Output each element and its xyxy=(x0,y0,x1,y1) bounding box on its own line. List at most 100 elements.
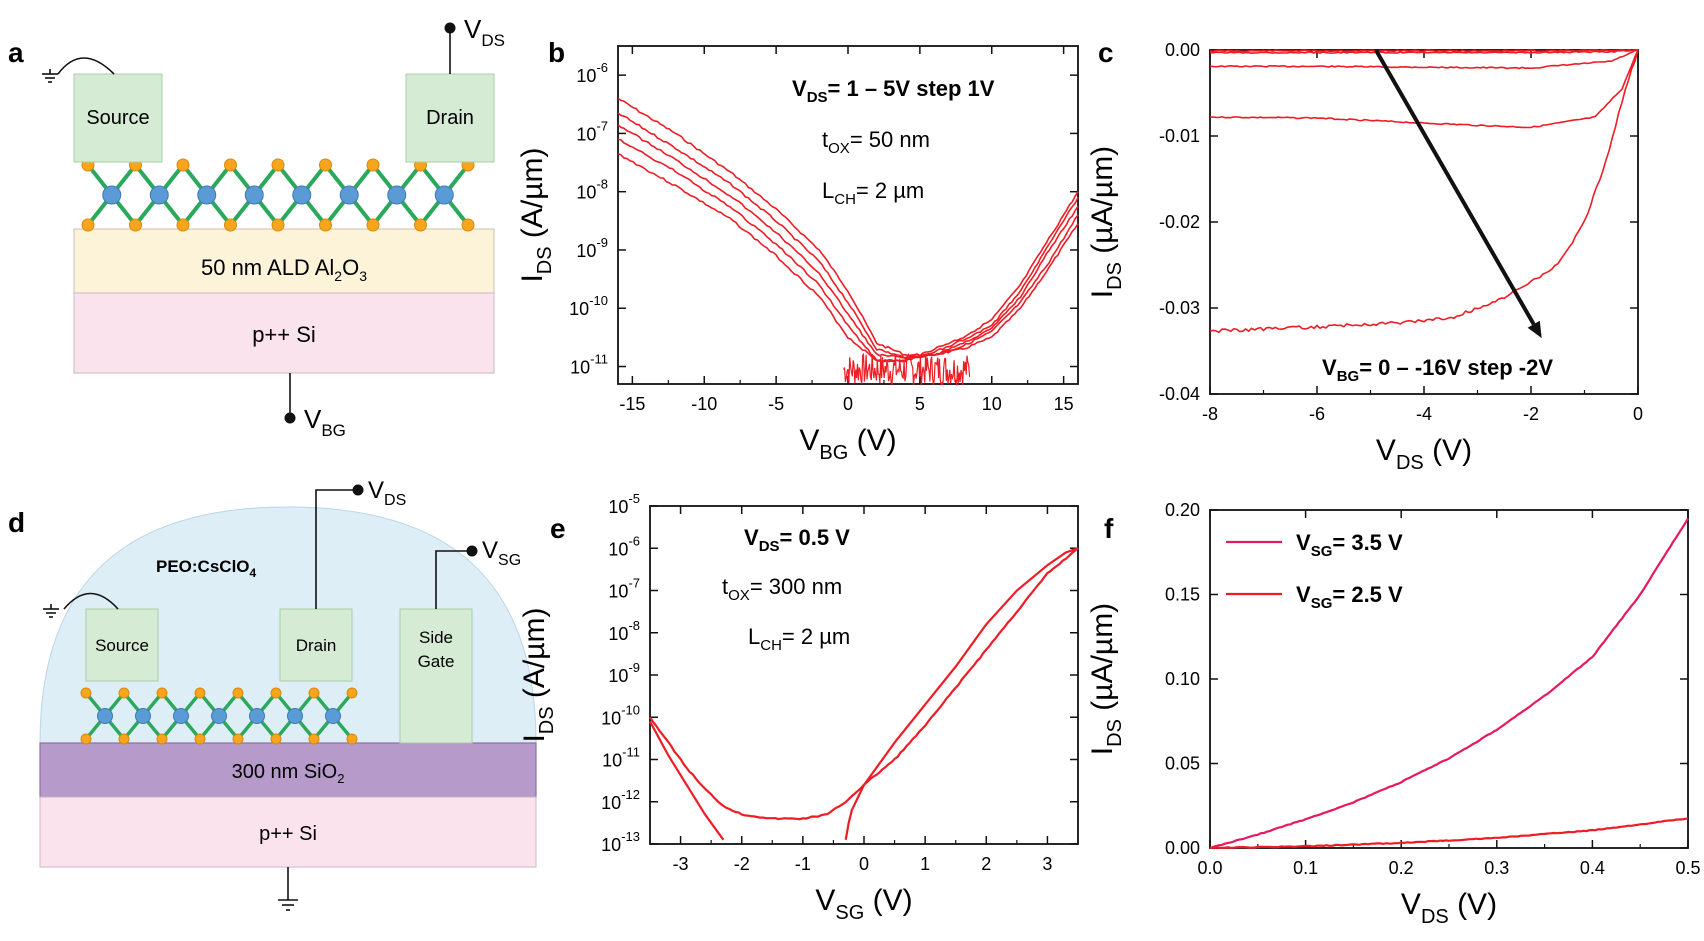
y-tick-label: 0.05 xyxy=(1165,754,1200,774)
s-atom xyxy=(224,218,237,232)
x-tick-label: 15 xyxy=(1054,394,1074,414)
x-tick-label: 0 xyxy=(1633,404,1643,424)
noise-floor-line xyxy=(843,352,971,386)
x-axis-label: VDS (V) xyxy=(1401,888,1497,928)
source-label-d: Source xyxy=(95,636,149,655)
y-tick-label: 10-5 xyxy=(608,491,640,517)
series-line xyxy=(844,547,1079,840)
x-tick-label: 2 xyxy=(981,854,991,874)
panel-c-letter: c xyxy=(1098,37,1114,68)
oxide-label: 50 nm ALD Al2O3 xyxy=(201,255,367,284)
x-tick-label: 0.4 xyxy=(1580,858,1605,878)
x-tick-label: -2 xyxy=(734,854,750,874)
source-label: Source xyxy=(86,107,149,129)
y-tick-label: 10-13 xyxy=(601,829,640,855)
y-tick-label: -0.02 xyxy=(1159,212,1200,232)
mo-atom xyxy=(339,185,359,205)
x-tick-label: -8 xyxy=(1202,404,1218,424)
s-atom xyxy=(232,733,244,745)
series-line xyxy=(1209,49,1639,334)
y-tick-label: 10-10 xyxy=(569,293,608,319)
panel-b-annotation-lch: LCH= 2 µm xyxy=(822,178,924,208)
panel-c-chart: c -8 -6 -4 -2 0 0.00 -0.01 -0.02 -0.03 -0.04 VDS (… xyxy=(1086,37,1643,474)
y-tick-label: 10-8 xyxy=(608,618,640,644)
x-tick-label: 3 xyxy=(1042,854,1052,874)
x-tick-label: -15 xyxy=(619,394,645,414)
panel-c-annotation-vbg: VBG= 0 – -16V step -2V xyxy=(1322,355,1553,385)
y-axis-label: IDS (µA/µm) xyxy=(1086,146,1126,298)
s-atom xyxy=(224,158,237,172)
y-tick-label: 10-9 xyxy=(608,660,640,686)
panel-b-letter: b xyxy=(548,37,565,68)
side-gate-label-line2: Gate xyxy=(418,652,455,671)
substrate-label-d: p++ Si xyxy=(259,823,317,845)
s-atom xyxy=(414,218,427,232)
panel-e-annotation-lch: LCH= 2 µm xyxy=(748,624,850,654)
y-tick-label: 10-11 xyxy=(570,352,608,378)
series-line xyxy=(617,97,1079,357)
y-axis-label: IDS (A/µm) xyxy=(518,607,558,742)
s-atom xyxy=(129,218,142,232)
panel-a: a 50 nm ALD Al2O3 p++ Si Source Drain VD… xyxy=(8,14,505,440)
substrate-label: p++ Si xyxy=(252,322,316,347)
ground-wire-d xyxy=(63,592,119,610)
drain-wire-d xyxy=(315,489,358,609)
s-atom xyxy=(156,733,168,745)
y-tick-label: 10-6 xyxy=(576,60,608,86)
series-line xyxy=(617,138,1079,363)
y-tick-label: 10-8 xyxy=(576,177,608,203)
legend-label: VSG= 2.5 V xyxy=(1296,582,1403,612)
x-tick-label: -2 xyxy=(1523,404,1539,424)
vsg-label-d: VSG xyxy=(482,537,521,569)
series-line xyxy=(1209,49,1639,70)
panel-b-chart: b -15 -10 -5 0 5 10 15 10-11 10-10 10-9 10-8 10-7 10… xyxy=(516,37,1079,464)
mo-atom xyxy=(97,708,113,724)
ground-icon xyxy=(278,899,298,911)
s-atom xyxy=(366,218,380,232)
y-tick-label: 10-9 xyxy=(576,235,608,261)
mo-atom xyxy=(387,185,407,205)
x-tick-label: 0.1 xyxy=(1293,858,1318,878)
x-tick-label: -1 xyxy=(795,854,811,874)
s-atom xyxy=(232,687,244,699)
panel-b-annotation-tox: tOX= 50 nm xyxy=(822,127,930,157)
side-gate-contact xyxy=(399,608,473,744)
mo-atom xyxy=(173,708,189,724)
mos2-lattice xyxy=(81,158,475,232)
x-tick-label: -10 xyxy=(691,394,717,414)
legend-label: VSG= 3.5 V xyxy=(1296,530,1403,560)
y-tick-label: -0.03 xyxy=(1159,298,1200,318)
mos2-lattice-d xyxy=(80,687,358,745)
panel-e-annotation-vds: VDS= 0.5 V xyxy=(744,525,850,555)
s-atom xyxy=(461,218,475,232)
drain-label: Drain xyxy=(426,107,474,129)
x-tick-label: 5 xyxy=(915,394,925,414)
y-tick-label: -0.01 xyxy=(1159,126,1200,146)
mo-atom xyxy=(249,708,265,724)
drain-label-d: Drain xyxy=(296,636,337,655)
x-tick-label: -5 xyxy=(768,394,784,414)
vds-label-d: VDS xyxy=(368,477,406,509)
x-tick-label: 0.5 xyxy=(1675,858,1700,878)
x-tick-label: 0.3 xyxy=(1484,858,1509,878)
s-atom xyxy=(308,687,320,699)
series-line xyxy=(1209,49,1639,53)
mo-atom xyxy=(287,708,303,724)
plot-frame xyxy=(1209,49,1639,395)
source-contact-d xyxy=(85,608,159,682)
x-tick-label: 0 xyxy=(843,394,853,414)
x-axis-label: VDS (V) xyxy=(1376,434,1472,474)
panel-e-chart: e -3 -2 -1 0 1 2 3 10-13 10-12 10-11 10-10 10-9 10-8… xyxy=(518,491,1079,924)
y-tick-label: -0.04 xyxy=(1159,384,1200,404)
y-tick-label: 0.15 xyxy=(1165,585,1200,605)
mo-atom xyxy=(135,708,151,724)
panel-a-letter: a xyxy=(8,37,24,68)
x-tick-label: 1 xyxy=(920,854,930,874)
y-axis-label: IDS (A/µm) xyxy=(516,147,556,282)
plot-frame xyxy=(649,505,1079,845)
x-axis-label: VBG (V) xyxy=(799,424,896,464)
drain-contact xyxy=(405,73,495,163)
panel-f-letter: f xyxy=(1104,513,1114,544)
y-tick-label: 0.10 xyxy=(1165,669,1200,689)
s-atom xyxy=(194,733,206,745)
